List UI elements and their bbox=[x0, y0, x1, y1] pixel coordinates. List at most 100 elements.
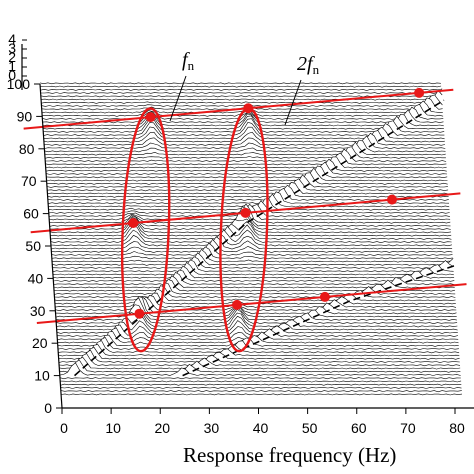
y-tick-label: 90 bbox=[17, 108, 33, 124]
spectrum-trace bbox=[55, 295, 457, 308]
trace-fill bbox=[50, 221, 454, 239]
trace-fill bbox=[41, 90, 445, 106]
y-tick-label: 0 bbox=[44, 400, 52, 416]
z-tick-label: 3 bbox=[8, 40, 16, 56]
y-axis-ticks: 0 10 20 30 40 50 60 70 80 90 100 bbox=[7, 76, 62, 416]
z-tick-label: 4 bbox=[8, 31, 16, 47]
trace-fill bbox=[61, 393, 464, 397]
spectrum-trace bbox=[51, 246, 453, 260]
spectrum-trace bbox=[52, 261, 454, 276]
spectrum-trace bbox=[46, 161, 448, 176]
trace-fill bbox=[47, 182, 451, 197]
spectra-traces bbox=[39, 82, 464, 397]
spectrum-trace bbox=[53, 275, 455, 289]
trace-fill bbox=[49, 213, 453, 232]
spectrum-trace bbox=[60, 390, 462, 393]
y-tick-label: 50 bbox=[25, 238, 41, 254]
peak-marker bbox=[128, 218, 139, 229]
spectrum-trace bbox=[44, 141, 446, 156]
spectrum-trace bbox=[59, 377, 461, 380]
trace-fill bbox=[49, 203, 453, 226]
x-tick-label: 60 bbox=[351, 420, 367, 436]
spectrum-trace bbox=[41, 88, 443, 101]
spectrum-trace bbox=[52, 248, 454, 263]
trace-fill bbox=[45, 152, 449, 167]
spectrum-trace bbox=[55, 296, 457, 312]
trace-fill bbox=[60, 384, 464, 388]
x-axis-ticks: 0 10 20 30 40 50 60 70 80 bbox=[60, 408, 465, 436]
z-tick-label: 0 bbox=[8, 67, 16, 83]
x-tick-label: 0 bbox=[60, 420, 68, 436]
z-tick-label: 2 bbox=[8, 49, 16, 65]
spectrum-trace bbox=[53, 265, 455, 279]
x-tick-label: 20 bbox=[154, 420, 170, 436]
x-tick-label: 50 bbox=[302, 420, 318, 436]
spectrum-trace bbox=[57, 331, 459, 344]
spectrum-trace bbox=[57, 336, 459, 351]
annotation-label: 2fn bbox=[297, 53, 320, 77]
x-tick-label: 10 bbox=[105, 420, 121, 436]
spectrum-trace bbox=[46, 172, 448, 185]
spectrum-trace bbox=[56, 315, 458, 331]
trace-fill bbox=[47, 174, 450, 190]
peak-marker bbox=[386, 194, 397, 205]
spectrum-trace bbox=[57, 334, 459, 347]
spectrum-trace bbox=[49, 203, 451, 221]
spectrum-trace bbox=[46, 174, 448, 189]
spectrum-trace bbox=[44, 132, 446, 146]
trace-fill bbox=[54, 282, 458, 297]
spectrum-trace bbox=[41, 90, 443, 104]
natural-frequency-lines bbox=[23, 87, 467, 324]
spectrum-trace bbox=[42, 113, 444, 127]
trace-fill bbox=[48, 194, 452, 210]
spectrum-trace bbox=[44, 139, 446, 153]
spectrum-trace bbox=[58, 340, 460, 354]
x-tick-label: 40 bbox=[253, 420, 269, 436]
spectrum-trace bbox=[45, 158, 447, 172]
spectrum-trace bbox=[43, 130, 445, 143]
spectrum-trace bbox=[42, 106, 444, 120]
spectrum-trace bbox=[43, 126, 445, 140]
x-tick-label: 70 bbox=[400, 420, 416, 436]
trace-fill bbox=[44, 135, 448, 151]
trace-fill bbox=[60, 380, 464, 385]
spectrum-trace bbox=[60, 380, 462, 383]
peak-marker bbox=[134, 308, 145, 319]
spectrum-trace bbox=[51, 242, 453, 257]
peak-marker bbox=[145, 112, 156, 123]
spectrum-trace bbox=[56, 320, 458, 334]
spectrum-trace bbox=[50, 221, 452, 237]
trace-fill bbox=[45, 149, 449, 164]
trace-fill bbox=[42, 100, 445, 116]
trace-fill bbox=[46, 168, 450, 184]
y-tick-label: 20 bbox=[32, 335, 48, 351]
spectrum-trace bbox=[61, 393, 463, 396]
spectrum-trace bbox=[50, 229, 452, 244]
annotation-leader bbox=[284, 79, 302, 126]
trace-fill bbox=[53, 272, 457, 287]
x-axis-label: Response frequency (Hz) bbox=[183, 443, 396, 467]
y-tick-label: 80 bbox=[19, 141, 35, 157]
spectrum-trace bbox=[45, 146, 446, 159]
trace-fill bbox=[46, 162, 449, 177]
frequency-ellipses bbox=[121, 107, 269, 353]
spectrum-trace bbox=[58, 344, 460, 357]
z-tick-label: 1 bbox=[8, 58, 16, 74]
spectrum-trace bbox=[45, 156, 447, 169]
y-tick-label: 70 bbox=[21, 173, 37, 189]
trace-fill bbox=[44, 140, 448, 154]
spectrum-trace bbox=[45, 152, 447, 166]
spectrum-trace bbox=[60, 387, 462, 389]
peak-marker bbox=[232, 299, 243, 310]
spectrum-trace bbox=[48, 191, 450, 205]
trace-fill bbox=[51, 246, 455, 261]
y-tick-label: 30 bbox=[30, 303, 46, 319]
spectrum-trace bbox=[59, 362, 461, 376]
trace-fill bbox=[51, 239, 455, 255]
trace-fill bbox=[56, 320, 460, 336]
trace-fill bbox=[45, 159, 449, 174]
spectrum-trace bbox=[55, 296, 457, 315]
spectrum-trace bbox=[46, 167, 448, 182]
